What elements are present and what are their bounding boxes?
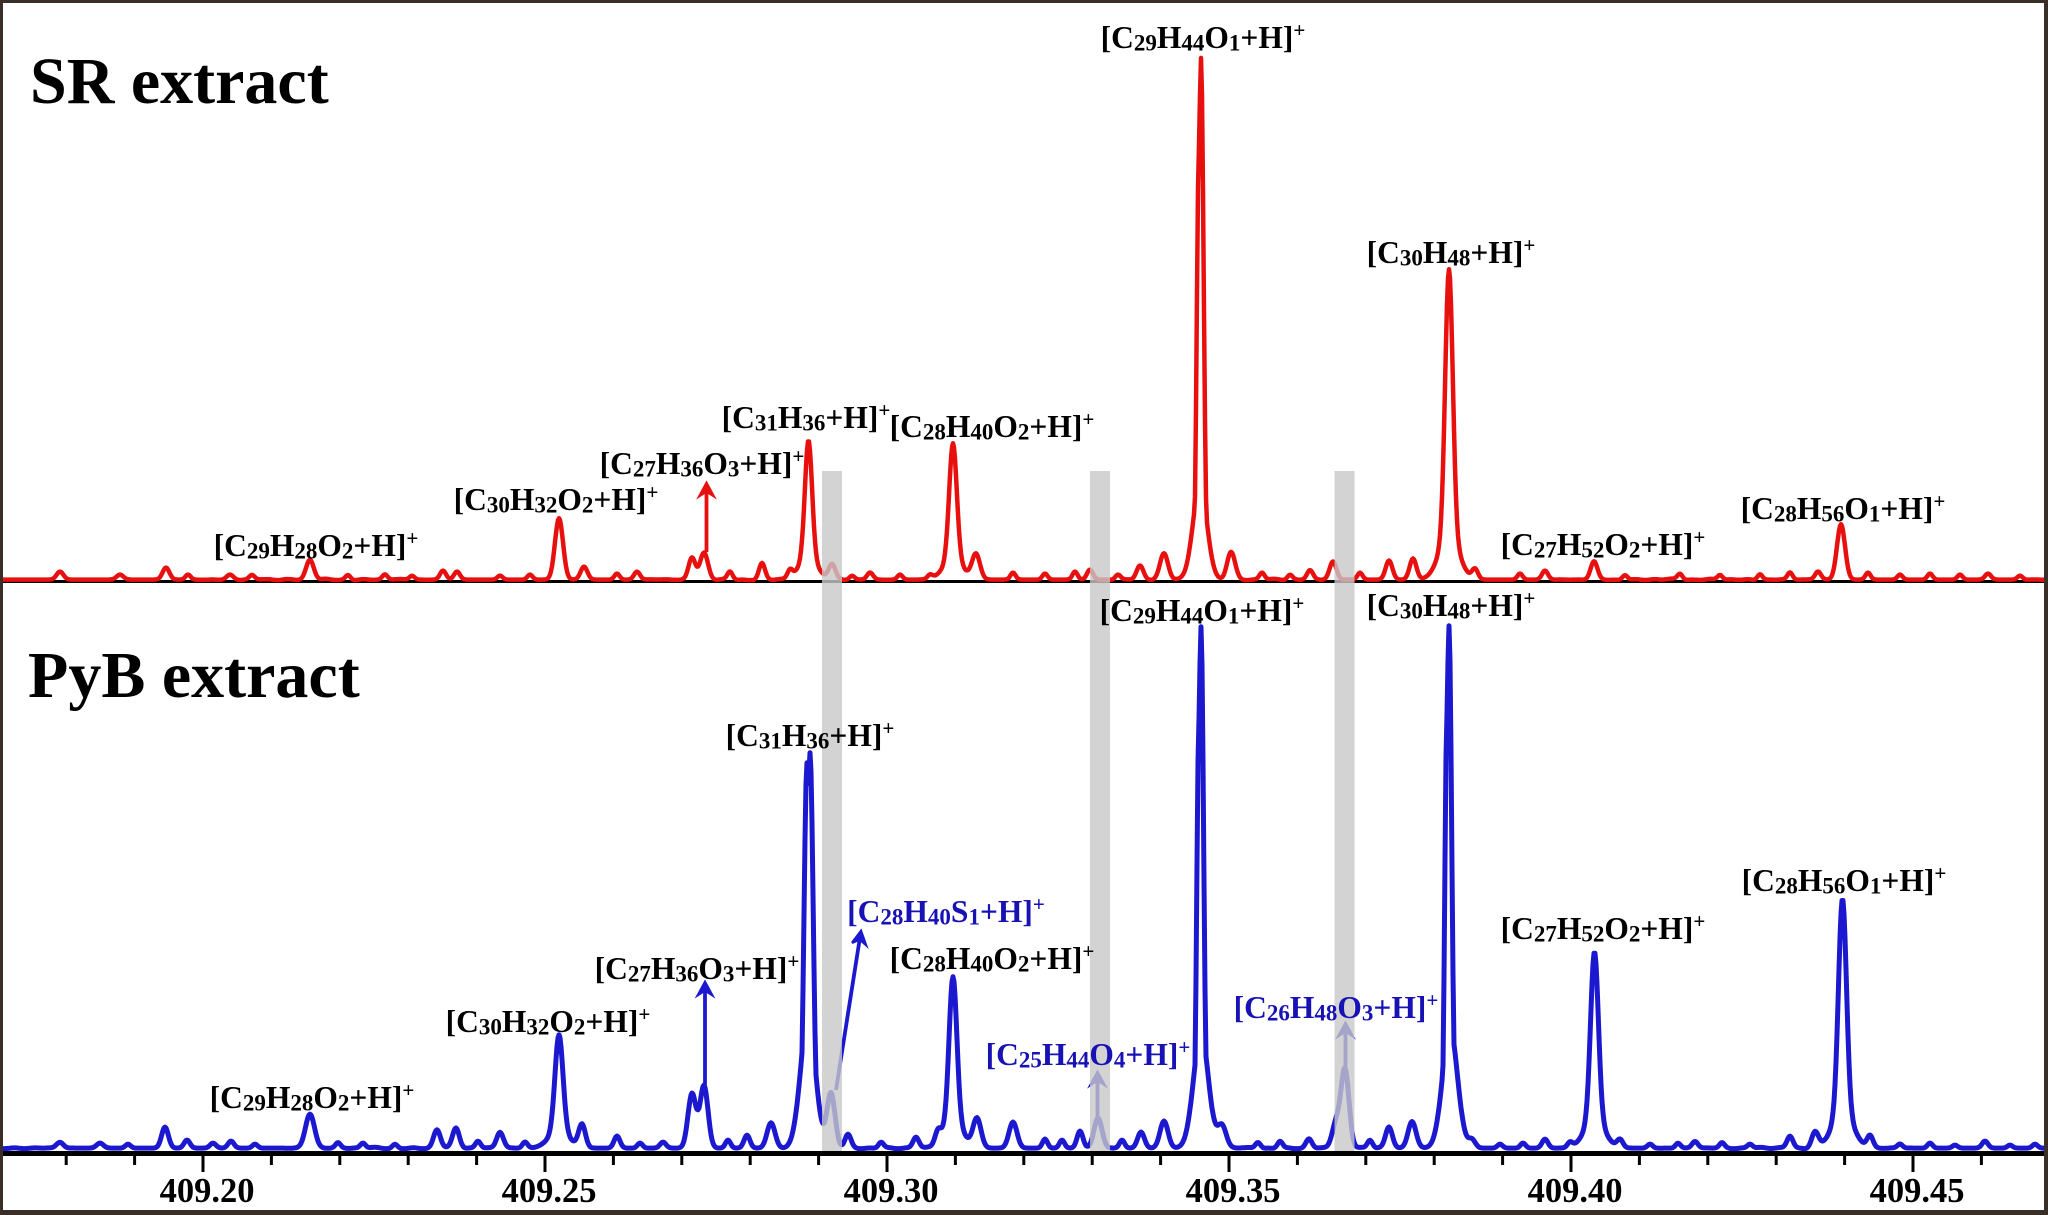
svg-text:[C25H44O4+H]+: [C25H44O4+H]+ bbox=[986, 1035, 1191, 1073]
svg-text:409.20: 409.20 bbox=[160, 1172, 255, 1210]
svg-text:PyB extract: PyB extract bbox=[28, 639, 360, 712]
svg-text:[C27H52O2+H]+: [C27H52O2+H]+ bbox=[1501, 525, 1706, 563]
svg-text:[C29H44O1+H]+: [C29H44O1+H]+ bbox=[1101, 18, 1306, 56]
svg-text:[C27H36O3+H]+: [C27H36O3+H]+ bbox=[600, 444, 805, 482]
svg-text:[C28H40O2+H]+: [C28H40O2+H]+ bbox=[890, 407, 1095, 445]
svg-text:SR extract: SR extract bbox=[30, 45, 329, 118]
svg-text:409.40: 409.40 bbox=[1528, 1172, 1623, 1210]
svg-text:[C30H32O2+H]+: [C30H32O2+H]+ bbox=[446, 1002, 651, 1040]
svg-text:409.45: 409.45 bbox=[1870, 1172, 1965, 1210]
svg-text:[C28H40O2+H]+: [C28H40O2+H]+ bbox=[890, 939, 1095, 977]
svg-text:[C28H56O1+H]+: [C28H56O1+H]+ bbox=[1742, 861, 1947, 899]
svg-text:[C29H44O1+H]+: [C29H44O1+H]+ bbox=[1100, 591, 1305, 629]
svg-text:[C31H36+H]+: [C31H36+H]+ bbox=[722, 398, 891, 436]
svg-text:[C28H40S1+H]+: [C28H40S1+H]+ bbox=[847, 892, 1045, 930]
svg-text:409.35: 409.35 bbox=[1186, 1172, 1281, 1210]
svg-text:[C29H28O2+H]+: [C29H28O2+H]+ bbox=[210, 1078, 415, 1116]
svg-text:[C27H52O2+H]+: [C27H52O2+H]+ bbox=[1501, 909, 1706, 947]
svg-text:[C30H32O2+H]+: [C30H32O2+H]+ bbox=[454, 480, 659, 518]
svg-text:409.25: 409.25 bbox=[502, 1172, 597, 1210]
svg-text:[C29H28O2+H]+: [C29H28O2+H]+ bbox=[214, 526, 419, 564]
svg-text:[C30H48+H]+: [C30H48+H]+ bbox=[1367, 586, 1536, 624]
svg-text:[C26H48O3+H]+: [C26H48O3+H]+ bbox=[1234, 988, 1439, 1026]
svg-text:[C27H36O3+H]+: [C27H36O3+H]+ bbox=[595, 949, 800, 987]
svg-text:[C31H36+H]+: [C31H36+H]+ bbox=[726, 716, 895, 754]
svg-text:409.30: 409.30 bbox=[844, 1172, 939, 1210]
svg-text:[C28H56O1+H]+: [C28H56O1+H]+ bbox=[1741, 489, 1946, 527]
svg-text:[C30H48+H]+: [C30H48+H]+ bbox=[1367, 233, 1536, 271]
